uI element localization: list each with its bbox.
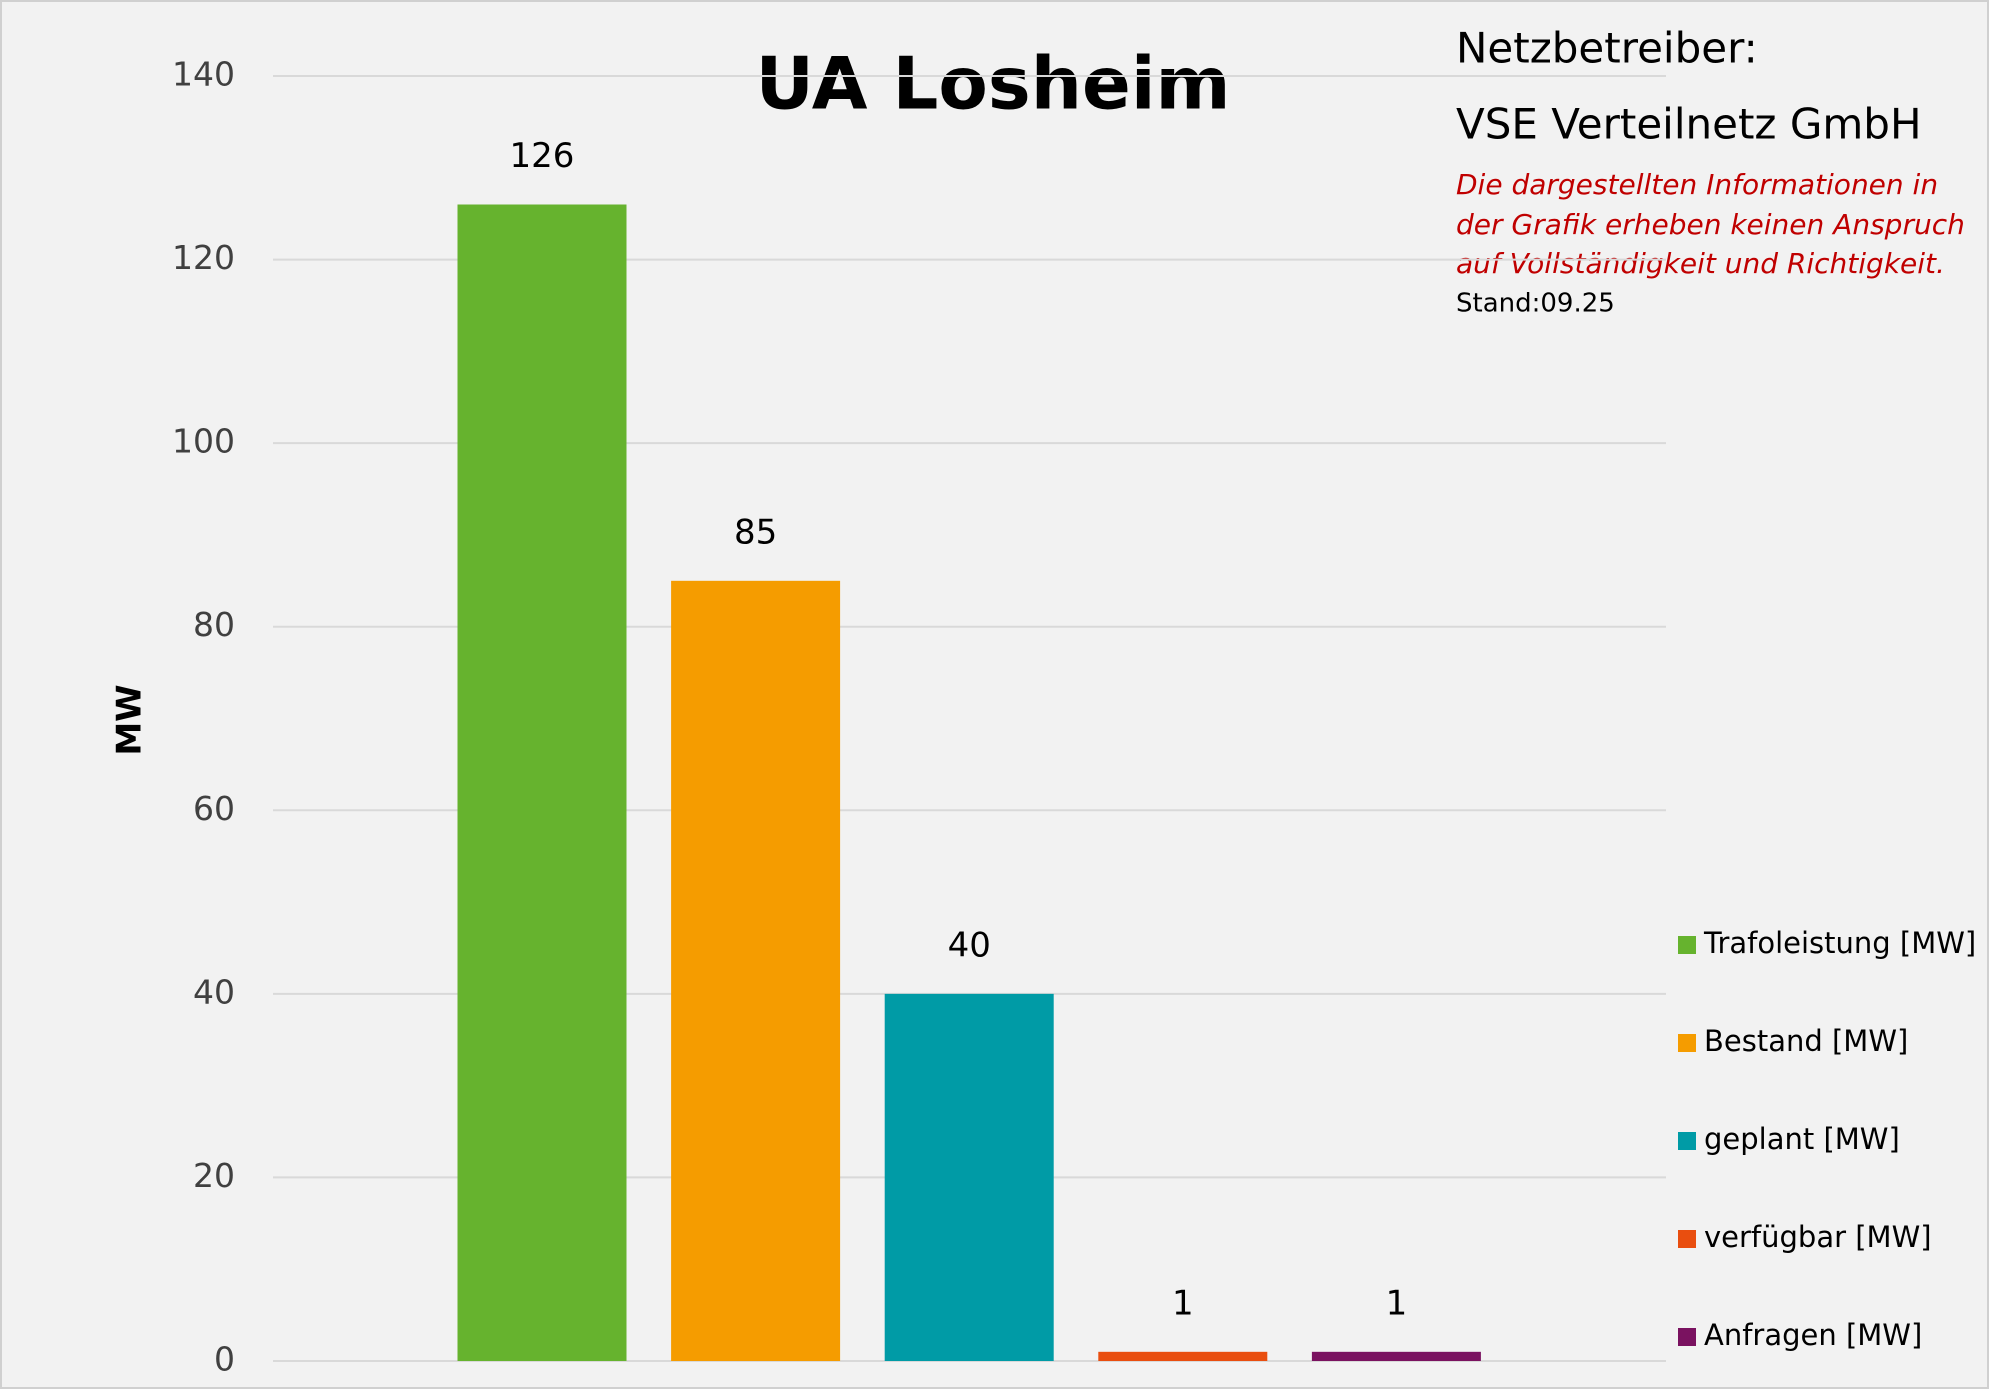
y-axis-label: MW xyxy=(110,684,150,755)
legend-label: verfügbar [MW] xyxy=(1704,1220,1932,1254)
chart-title: UA Losheim xyxy=(755,42,1230,126)
bar xyxy=(884,993,1054,1361)
data-label: 85 xyxy=(734,512,777,552)
y-tick-label: 40 xyxy=(193,972,235,1011)
y-tick-label: 80 xyxy=(193,605,235,644)
data-label: 40 xyxy=(948,925,991,965)
bar xyxy=(457,204,627,1361)
legend-label: geplant [MW] xyxy=(1704,1122,1900,1156)
annotation: Die dargestellten Informationen in xyxy=(1456,168,1938,201)
y-tick-label: 100 xyxy=(172,422,235,461)
y-tick-label: 0 xyxy=(214,1340,235,1379)
annotation: Stand:09.25 xyxy=(1456,289,1615,319)
data-label: 126 xyxy=(510,136,575,176)
data-label: 1 xyxy=(1386,1283,1408,1323)
data-label: 1 xyxy=(1172,1283,1194,1323)
annotation: der Grafik erheben keinen Anspruch xyxy=(1456,208,1965,241)
legend-swatch xyxy=(1678,1328,1696,1346)
annotation: Netzbetreiber: xyxy=(1456,24,1758,73)
legend-swatch xyxy=(1678,1230,1696,1248)
legend-label: Bestand [MW] xyxy=(1704,1024,1908,1058)
legend-swatch xyxy=(1678,1132,1696,1150)
legend-label: Anfragen [MW] xyxy=(1704,1318,1922,1352)
legend-label: Trafoleistung [MW] xyxy=(1703,926,1976,960)
annotation: auf Vollständigkeit und Richtigkeit. xyxy=(1456,247,1945,280)
bar xyxy=(671,580,841,1361)
y-tick-label: 20 xyxy=(193,1156,235,1195)
y-tick-label: 60 xyxy=(193,789,235,828)
bar xyxy=(1098,1351,1268,1361)
bar xyxy=(1311,1351,1481,1361)
y-tick-label: 140 xyxy=(172,55,235,94)
y-tick-label: 120 xyxy=(172,238,235,277)
legend-swatch xyxy=(1678,936,1696,954)
legend-swatch xyxy=(1678,1034,1696,1052)
annotation: VSE Verteilnetz GmbH xyxy=(1456,100,1922,149)
